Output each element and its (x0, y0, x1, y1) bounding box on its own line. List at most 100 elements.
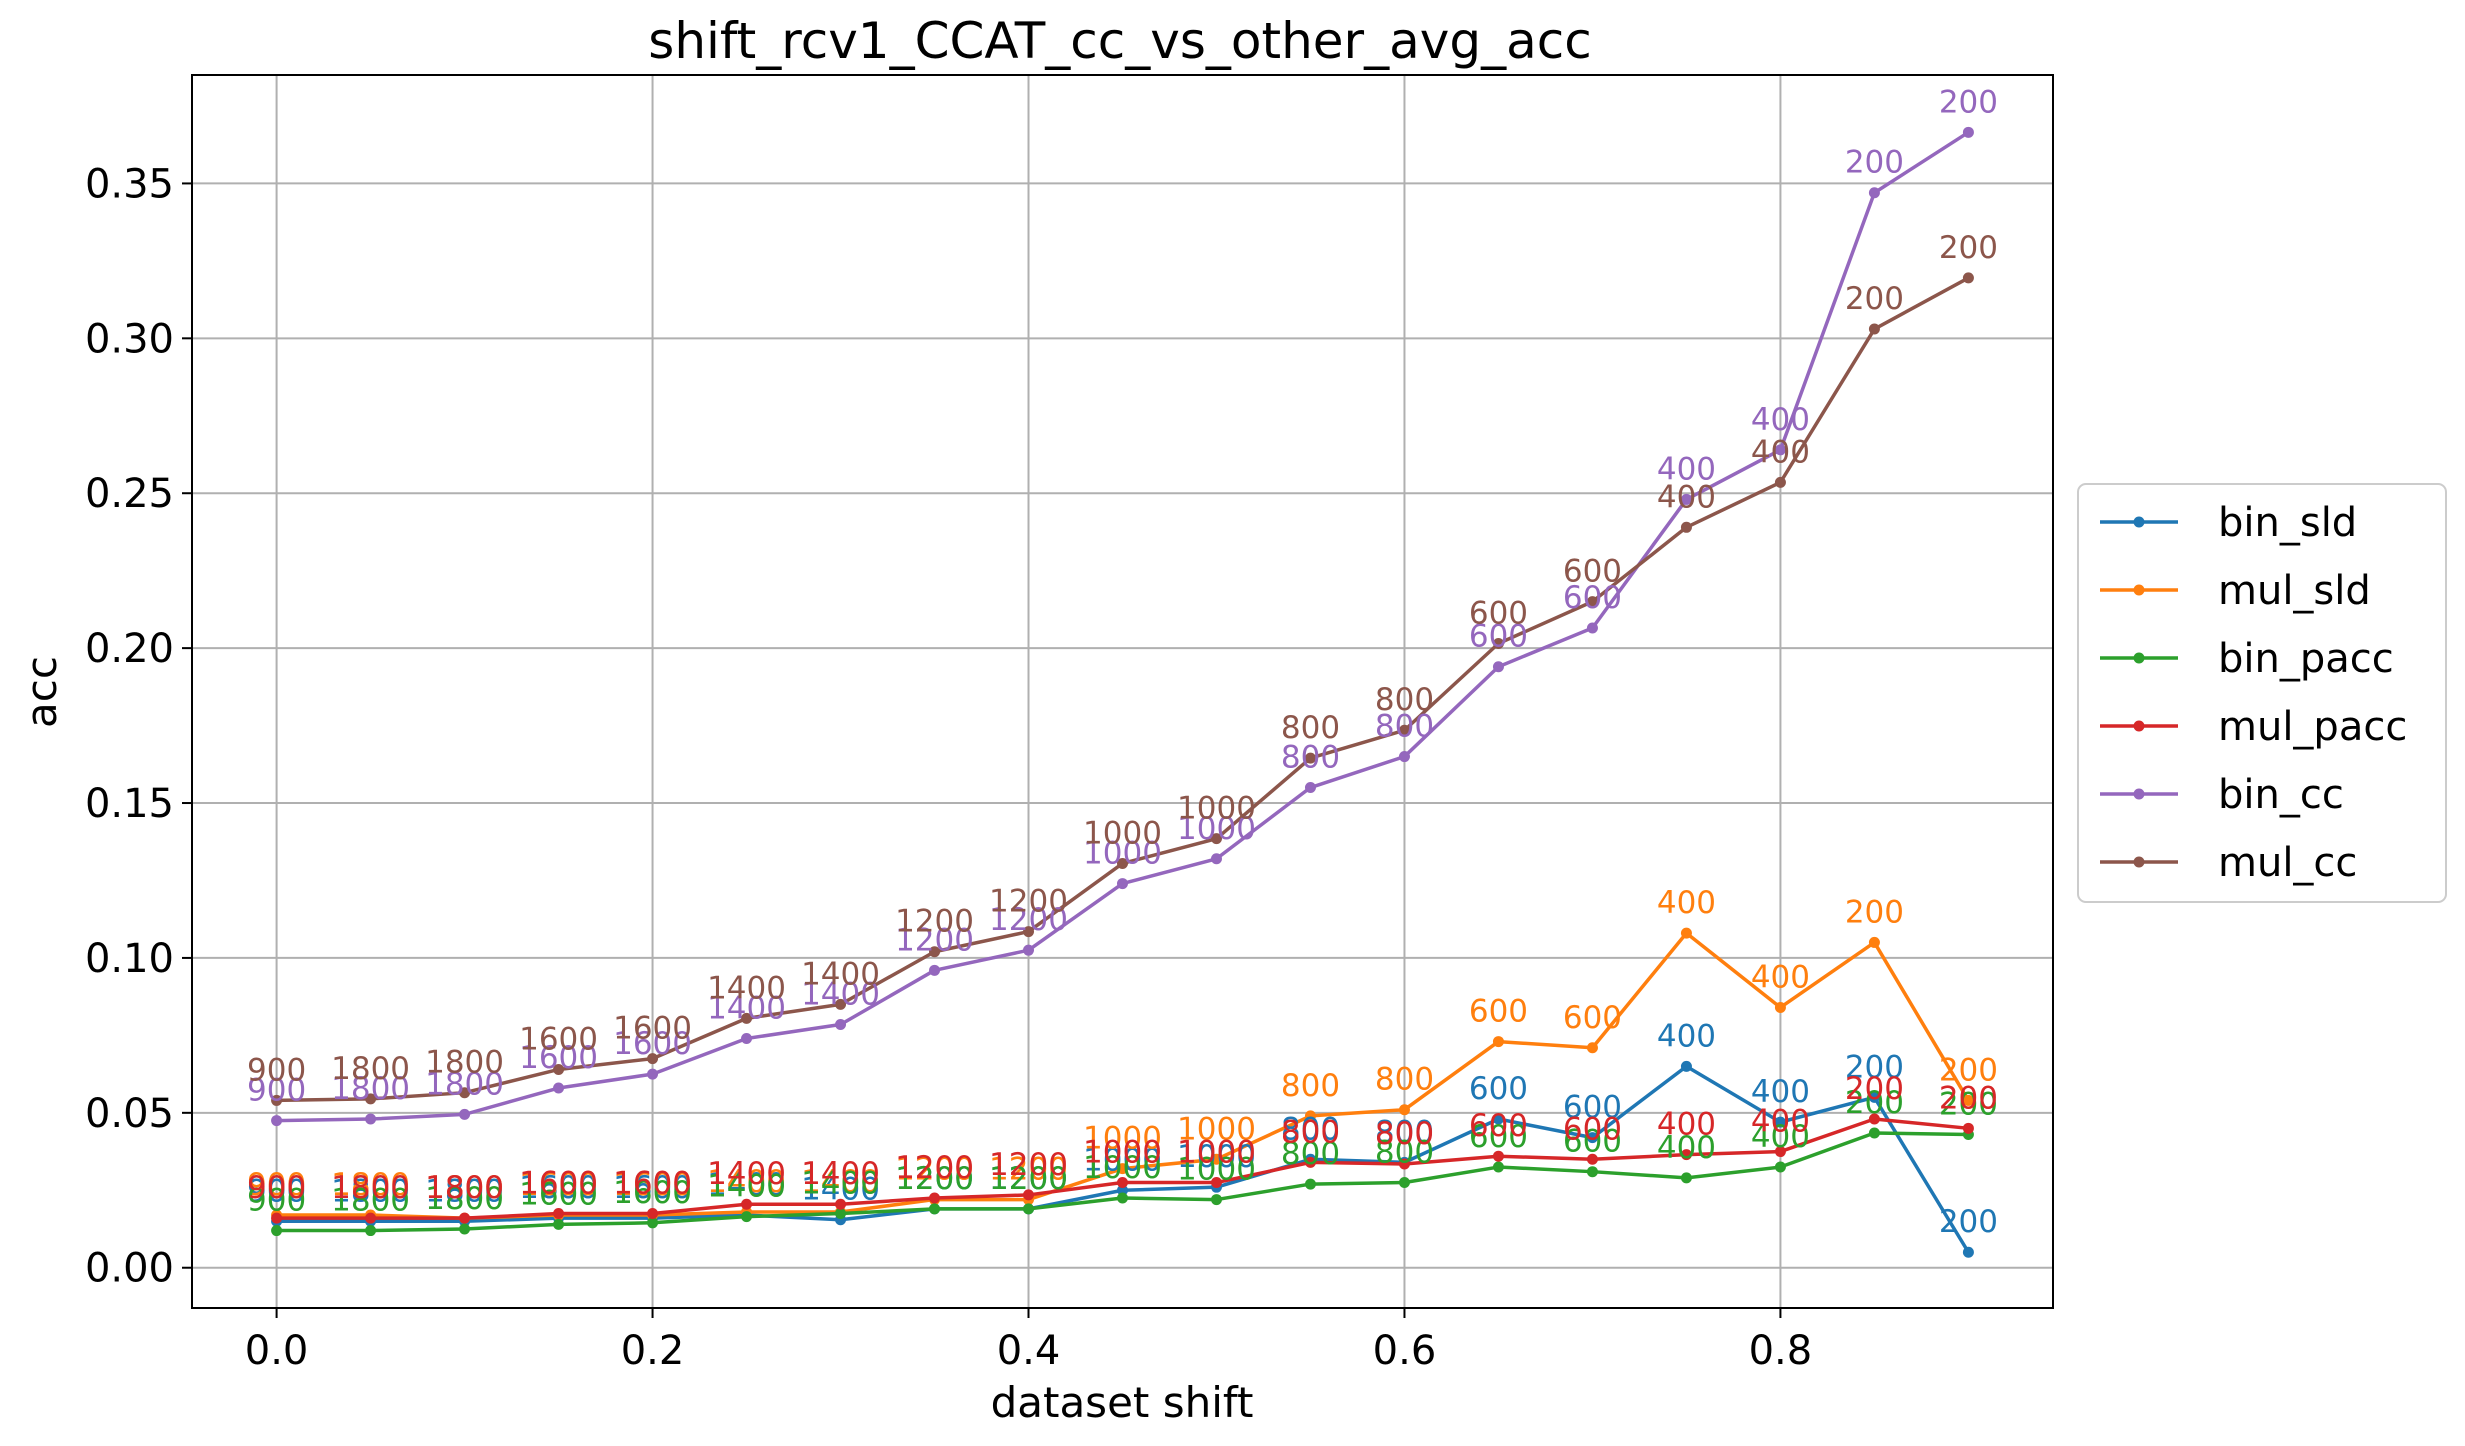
data-point-mul_cc (553, 1063, 565, 1075)
point-label-bin_sld: 600 (1469, 1071, 1528, 1107)
data-point-bin_sld (1774, 1116, 1786, 1128)
point-label-mul_pacc: 400 (1751, 1104, 1810, 1140)
point-label-bin_pacc: 600 (1469, 1119, 1528, 1155)
grid-lines (192, 75, 2053, 1308)
point-label-mul_pacc: 1000 (1177, 1135, 1256, 1171)
data-point-mul_pacc (553, 1208, 565, 1220)
data-point-mul_pacc (1774, 1146, 1786, 1158)
data-point-bin_cc (647, 1068, 659, 1080)
point-label-mul_cc: 1800 (425, 1045, 504, 1081)
data-point-mul_pacc (1492, 1150, 1504, 1162)
data-point-mul_cc (1774, 476, 1786, 488)
point-label-mul_cc: 800 (1375, 682, 1434, 718)
point-label-mul_pacc: 200 (1845, 1071, 1904, 1107)
data-point-bin_pacc (365, 1225, 377, 1237)
point-label-mul_cc: 1200 (989, 884, 1068, 920)
point-label-bin_pacc: 1000 (1083, 1150, 1162, 1186)
y-tick-label: 0.35 (85, 161, 174, 207)
point-label-mul_cc: 900 (247, 1052, 306, 1088)
data-point-mul_cc (1210, 833, 1222, 845)
plot-frame (191, 74, 2054, 1309)
data-point-mul_pacc (1586, 1153, 1598, 1165)
data-point-bin_sld (1586, 1132, 1598, 1144)
chart-title: shift_rcv1_CCAT_cc_vs_other_avg_acc (648, 12, 1591, 70)
data-point-bin_cc (459, 1108, 471, 1120)
point-label-bin_cc: 200 (1845, 145, 1904, 181)
point-label-mul_sld: 1000 (1177, 1111, 1256, 1147)
point-label-mul_sld: 1200 (895, 1152, 974, 1188)
data-point-mul_pacc (1117, 1177, 1128, 1189)
point-label-bin_cc: 1000 (1177, 811, 1256, 847)
point-label-bin_cc: 1400 (801, 977, 880, 1013)
point-label-mul_pacc: 900 (247, 1170, 306, 1206)
data-point-bin_pacc (1774, 1161, 1786, 1173)
point-label-mul_cc: 600 (1563, 554, 1622, 590)
point-label-mul_pacc: 800 (1375, 1116, 1434, 1152)
point-label-mul_pacc: 1000 (1083, 1135, 1162, 1171)
point-label-mul_cc: 1000 (1083, 815, 1162, 851)
data-point-mul_pacc (835, 1198, 847, 1210)
point-label-bin_sld: 900 (247, 1173, 306, 1209)
point-label-mul_pacc: 1400 (801, 1156, 880, 1192)
data-point-bin_pacc (1868, 1127, 1880, 1139)
y-tick-label: 0.10 (85, 936, 174, 982)
point-label-mul_cc: 1400 (707, 970, 786, 1006)
data-point-mul_sld (1774, 1001, 1786, 1013)
point-label-bin_cc: 1800 (331, 1071, 410, 1107)
point-label-mul_cc: 1600 (613, 1011, 692, 1047)
point-label-mul_pacc: 1800 (331, 1170, 410, 1206)
data-point-bin_cc (1304, 782, 1316, 794)
data-point-bin_cc (1962, 126, 1974, 138)
data-point-bin_pacc (835, 1208, 847, 1220)
data-point-bin_pacc (553, 1218, 565, 1230)
data-point-mul_pacc (459, 1212, 471, 1224)
point-label-mul_pacc: 1200 (895, 1150, 974, 1186)
data-point-bin_pacc (929, 1203, 941, 1215)
point-label-mul_sld: 400 (1657, 885, 1716, 921)
point-label-mul_cc: 200 (1939, 230, 1998, 266)
y-tick-label: 0.05 (85, 1091, 174, 1137)
point-label-bin_sld: 200 (1939, 1204, 1998, 1240)
point-label-bin_sld: 1400 (707, 1167, 786, 1203)
point-label-mul_sld: 200 (1939, 1052, 1998, 1088)
point-label-bin_cc: 1600 (519, 1040, 598, 1076)
y-tick-label: 0.25 (85, 471, 174, 517)
data-point-bin_cc (1586, 622, 1598, 634)
point-label-mul_sld: 800 (1375, 1062, 1434, 1098)
data-point-mul_cc (1962, 272, 1974, 284)
point-label-bin_cc: 1200 (989, 902, 1068, 938)
legend-marker-mul_sld (2133, 584, 2145, 596)
data-point-mul_sld (1962, 1094, 1974, 1106)
point-label-bin_pacc: 1800 (425, 1181, 504, 1217)
x-axis-label: dataset shift (991, 1378, 1254, 1427)
point-label-mul_pacc: 400 (1657, 1107, 1716, 1143)
point-label-bin_pacc: 1400 (707, 1169, 786, 1205)
y-tick-label: 0.30 (85, 316, 174, 362)
point-label-bin_pacc: 1200 (989, 1161, 1068, 1197)
point-label-bin_pacc: 1000 (1177, 1152, 1256, 1188)
data-point-mul_pacc (365, 1212, 377, 1224)
point-label-mul_pacc: 1400 (707, 1156, 786, 1192)
point-label-mul_pacc: 600 (1563, 1111, 1622, 1147)
data-point-mul_sld (1117, 1163, 1128, 1175)
point-label-bin_cc: 900 (247, 1073, 306, 1109)
point-label-bin_sld: 1000 (1177, 1139, 1256, 1175)
data-point-mul_cc (1492, 637, 1504, 649)
data-point-bin_cc (1680, 493, 1692, 505)
point-label-bin_sld: 1200 (989, 1161, 1068, 1197)
point-label-mul_cc: 1400 (801, 956, 880, 992)
data-point-bin_pacc (1117, 1192, 1128, 1204)
point-label-bin_sld: 1600 (613, 1170, 692, 1206)
point-label-bin_pacc: 400 (1751, 1119, 1810, 1155)
point-label-bin_sld: 1200 (895, 1161, 974, 1197)
point-label-mul_sld: 1200 (989, 1152, 1068, 1188)
data-point-bin_pacc (647, 1217, 659, 1229)
data-point-bin_cc (1492, 661, 1504, 673)
data-point-bin_pacc (1680, 1172, 1692, 1184)
x-axis-ticks: 0.0 0.2 0.4 0.6 0.8 (245, 1308, 1812, 1374)
data-point-mul_pacc (1868, 1113, 1880, 1125)
series-lines (271, 126, 1974, 1258)
x-tick-label: 0.6 (1373, 1328, 1437, 1374)
point-label-mul_pacc: 1800 (425, 1170, 504, 1206)
